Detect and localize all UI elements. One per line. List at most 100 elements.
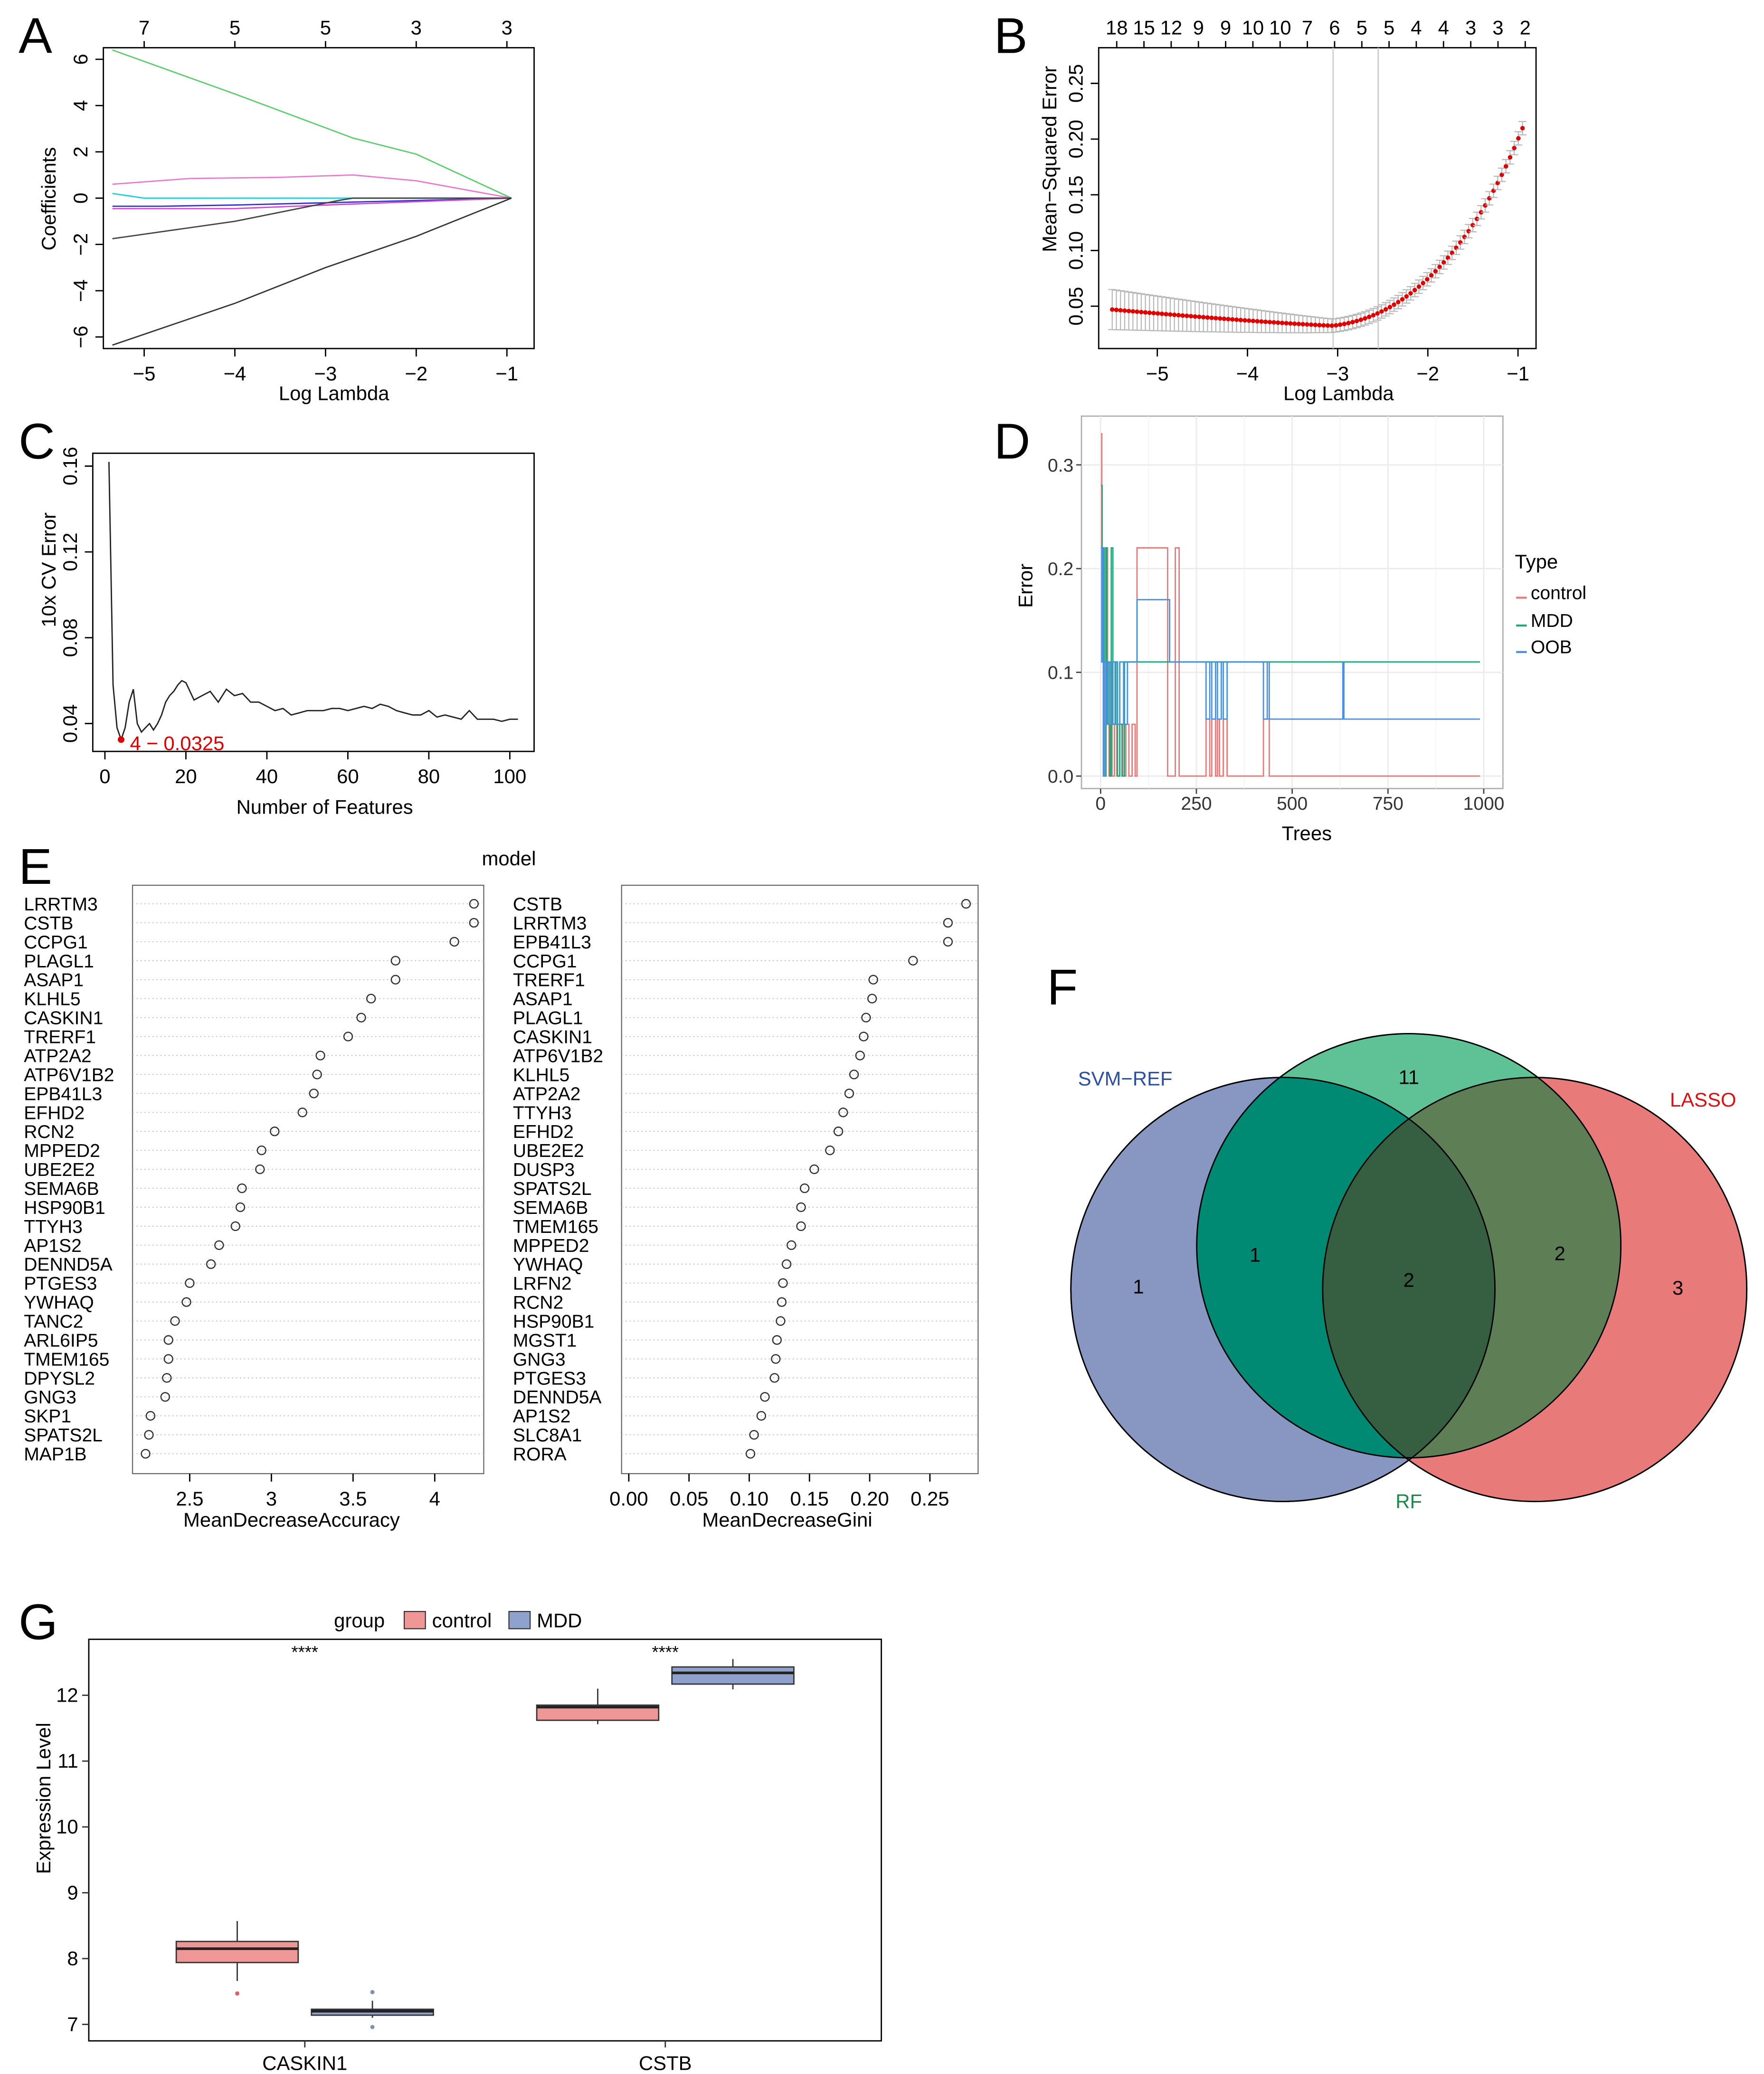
mse-point	[1222, 316, 1227, 321]
y-tick-label: 0.15	[1065, 175, 1087, 214]
gene-label: CSTB	[513, 894, 562, 915]
gene-label: KLHL5	[24, 989, 80, 1010]
panel-e1-dots: LRRTM3CSTBCCPG1PLAGL1ASAP1KLHL5CASKIN1TR…	[24, 894, 484, 1510]
top-tick-label: 6	[1329, 17, 1340, 39]
x-tick-label: 250	[1181, 794, 1212, 814]
mse-point	[1110, 307, 1115, 312]
panel-g-frame	[88, 1638, 882, 2042]
mse-point	[1329, 323, 1334, 328]
panel-d-y-ticks: 0.0 0.1 0.2 0.3	[1048, 455, 1081, 787]
y-tick-label: 0.05	[1065, 287, 1087, 325]
importance-dot	[943, 937, 953, 947]
cv-error-line	[108, 462, 518, 742]
gene-label: AP1S2	[513, 1406, 571, 1427]
mse-point	[1429, 273, 1434, 278]
mse-point	[1238, 318, 1243, 322]
panel-f-venn: SVM−REF RF LASSO 1 11 3 1 2 2	[1070, 1033, 1748, 1512]
venn-label-lasso: LASSO	[1670, 1089, 1736, 1111]
gene-label: PLAGL1	[24, 951, 94, 972]
importance-dot	[162, 1373, 172, 1383]
panel-g-legend: group control MDD	[334, 1610, 582, 1632]
panel-a-lasso-coefficients: −5 −4 −3 −2 −1 −6 −4 −2 0 2 4 6 7 5 5 3 3 Log Lambda C…	[38, 17, 535, 405]
mse-point	[1230, 317, 1235, 322]
mse-point	[1512, 145, 1517, 151]
gene-label: MAP1B	[24, 1444, 86, 1465]
mse-point	[1346, 321, 1351, 326]
importance-dot	[256, 1145, 266, 1155]
panel-d-legend: Type control MDD OOB	[1515, 550, 1586, 658]
importance-dot	[844, 1089, 854, 1099]
mse-point	[1499, 172, 1504, 177]
panel-letter-c: C	[19, 413, 55, 469]
panel-c-line	[108, 462, 518, 743]
x-tick-label: 80	[418, 765, 440, 787]
panel-letter-g: G	[19, 1594, 57, 1650]
gene-label: ASAP1	[513, 989, 573, 1010]
mse-point	[1520, 126, 1525, 131]
mse-point	[1151, 311, 1156, 316]
panel-a-y-label: Coefficients	[38, 147, 60, 251]
mse-point	[1226, 317, 1231, 322]
y-tick-label: 9	[67, 1881, 78, 1904]
mse-point	[1387, 304, 1393, 310]
gene-label: LRFN2	[513, 1274, 572, 1294]
x-tick-label: 500	[1277, 794, 1308, 814]
box-caskin1-control	[175, 1941, 299, 1963]
x-tick-label: 3.5	[339, 1487, 367, 1510]
panel-e2-dots: CSTBLRRTM3EPB41L3CCPG1TRERF1ASAP1PLAGL1C…	[513, 894, 978, 1510]
importance-dot	[855, 1051, 865, 1061]
importance-dot	[145, 1411, 156, 1421]
gene-label: LRRTM3	[24, 894, 98, 915]
mse-point	[1416, 284, 1422, 289]
importance-dot	[309, 1089, 319, 1099]
gene-label: YWHAQ	[513, 1255, 583, 1275]
mse-point	[1209, 315, 1214, 320]
gene-label: UBE2E2	[513, 1141, 584, 1161]
importance-dot	[867, 994, 877, 1004]
gene-label: HSP90B1	[513, 1312, 594, 1332]
mse-point	[1396, 300, 1401, 304]
coef-path-green	[112, 49, 512, 199]
box-cstb-mdd	[671, 1666, 795, 1685]
importance-dot	[356, 1013, 366, 1023]
y-tick-label: 0.16	[59, 447, 81, 485]
panel-e2-frame	[621, 884, 979, 1475]
importance-dot	[760, 1392, 770, 1402]
panel-g-legend-control: control	[432, 1610, 492, 1632]
y-tick-label: 0.3	[1048, 455, 1073, 476]
y-tick-label: 10	[56, 1816, 78, 1838]
top-tick-label: 7	[139, 17, 150, 39]
importance-dot	[777, 1297, 787, 1307]
coef-path-pink	[112, 174, 512, 199]
gene-label: CCPG1	[513, 951, 577, 972]
gene-label: DENND5A	[24, 1255, 113, 1275]
panel-b-top-ticks: 18 15 12 9 9 10 10 7 6 5 5 4 4 3 3 2	[1106, 17, 1531, 48]
panel-e1-x-label: MeanDecreaseAccuracy	[183, 1509, 400, 1531]
importance-dot	[163, 1354, 173, 1364]
importance-dot	[390, 975, 400, 985]
x-tick-label: 0.10	[730, 1487, 768, 1510]
mse-point	[1334, 323, 1338, 328]
x-tick-label: 0.05	[670, 1487, 708, 1510]
mse-point	[1114, 307, 1119, 313]
x-tick-label: −3	[314, 362, 337, 385]
importance-dot	[312, 1070, 322, 1080]
panel-d-series	[1100, 433, 1480, 777]
mse-point	[1205, 315, 1210, 320]
importance-dot	[849, 1070, 859, 1080]
significance-label: ****	[652, 1642, 679, 1662]
y-tick-label: 0.20	[1065, 120, 1087, 158]
venn-outline-rf	[1196, 1033, 1622, 1458]
importance-dot	[235, 1202, 246, 1212]
mse-point	[1255, 319, 1260, 324]
importance-dot	[141, 1449, 151, 1459]
panel-letter-f: F	[1047, 959, 1078, 1015]
importance-dot	[833, 1127, 844, 1136]
mse-point	[1159, 312, 1165, 316]
panel-c-min-annotation: 4 − 0.0325	[130, 732, 224, 754]
importance-dot	[230, 1221, 240, 1231]
x-tick-label: 0.15	[790, 1487, 829, 1510]
panel-g-y-ticks: 7 8 9 10 11 12	[56, 1684, 89, 2036]
panel-c-x-ticks: 0 20 40 60 80 100	[99, 751, 526, 787]
mse-point	[1470, 223, 1475, 227]
